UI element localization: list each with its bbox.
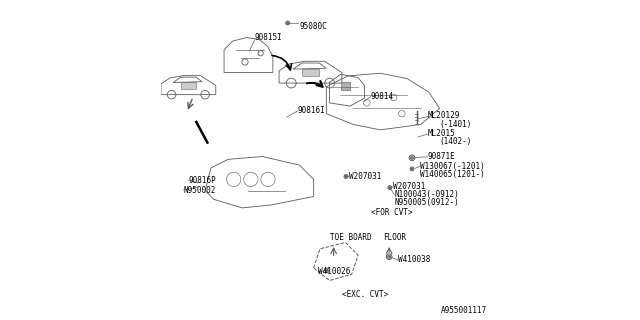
Text: W207031: W207031 — [349, 172, 381, 181]
Text: 95080C: 95080C — [300, 22, 327, 31]
Text: 90815I: 90815I — [255, 33, 283, 42]
Circle shape — [345, 176, 347, 178]
Text: W140065(1201-): W140065(1201-) — [420, 170, 484, 179]
Circle shape — [287, 22, 289, 24]
Text: N950005(0912-): N950005(0912-) — [394, 198, 460, 207]
Circle shape — [326, 269, 328, 271]
Text: 90814: 90814 — [371, 92, 394, 101]
Text: ML2015: ML2015 — [428, 129, 456, 138]
Text: W410026: W410026 — [319, 267, 351, 276]
Text: N100043(-0912): N100043(-0912) — [394, 190, 460, 199]
Text: (-1401): (-1401) — [439, 120, 471, 129]
Text: N950002: N950002 — [184, 186, 216, 195]
Text: TOE BOARD: TOE BOARD — [330, 233, 371, 242]
Text: FLOOR: FLOOR — [383, 233, 406, 242]
Polygon shape — [180, 83, 196, 89]
Text: W410038: W410038 — [397, 255, 430, 264]
Circle shape — [388, 255, 391, 258]
Text: ML20129: ML20129 — [428, 111, 460, 120]
Text: <FOR CVT>: <FOR CVT> — [371, 208, 412, 217]
Polygon shape — [340, 82, 350, 90]
Text: W130067(-1201): W130067(-1201) — [420, 162, 484, 171]
Text: W207031: W207031 — [393, 182, 426, 191]
Circle shape — [410, 156, 413, 159]
Text: (1402-): (1402-) — [439, 137, 471, 147]
Text: 90871E: 90871E — [428, 152, 456, 161]
Text: <EXC. CVT>: <EXC. CVT> — [342, 290, 388, 299]
Circle shape — [389, 187, 391, 188]
Polygon shape — [301, 69, 319, 76]
Text: 90816I: 90816I — [298, 106, 326, 115]
Text: A955001117: A955001117 — [440, 306, 487, 315]
Text: 90816P: 90816P — [188, 176, 216, 185]
Circle shape — [411, 168, 413, 170]
